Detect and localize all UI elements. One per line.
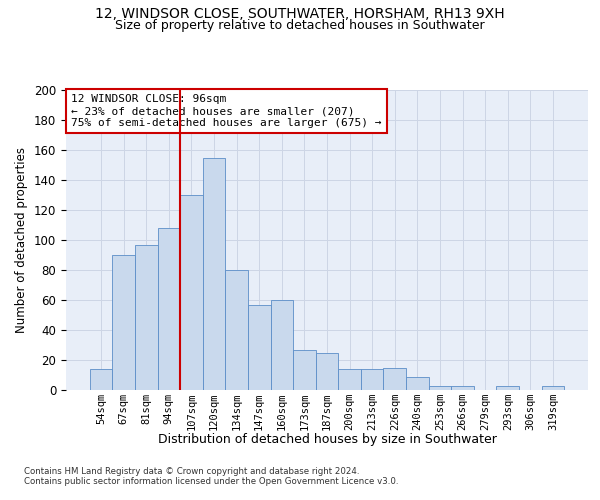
Text: Contains HM Land Registry data © Crown copyright and database right 2024.: Contains HM Land Registry data © Crown c… [24, 467, 359, 476]
Bar [90, 369, 112, 390]
Bar [383, 368, 406, 390]
Bar [338, 369, 361, 390]
Text: Distribution of detached houses by size in Southwater: Distribution of detached houses by size … [158, 432, 496, 446]
Text: 12 WINDSOR CLOSE: 96sqm
← 23% of detached houses are smaller (207)
75% of semi-d: 12 WINDSOR CLOSE: 96sqm ← 23% of detache… [71, 94, 382, 128]
Y-axis label: Number of detached properties: Number of detached properties [16, 147, 28, 333]
Bar [112, 255, 135, 390]
Text: 12, WINDSOR CLOSE, SOUTHWATER, HORSHAM, RH13 9XH: 12, WINDSOR CLOSE, SOUTHWATER, HORSHAM, … [95, 8, 505, 22]
Bar [496, 386, 519, 390]
Bar [406, 376, 428, 390]
Bar [158, 228, 180, 390]
Bar [248, 304, 271, 390]
Bar [451, 386, 474, 390]
Bar [316, 352, 338, 390]
Bar [226, 270, 248, 390]
Bar [271, 300, 293, 390]
Bar [428, 386, 451, 390]
Bar [293, 350, 316, 390]
Text: Contains public sector information licensed under the Open Government Licence v3: Contains public sector information licen… [24, 477, 398, 486]
Bar [135, 244, 158, 390]
Bar [361, 369, 383, 390]
Bar [542, 386, 564, 390]
Text: Size of property relative to detached houses in Southwater: Size of property relative to detached ho… [115, 18, 485, 32]
Bar [180, 195, 203, 390]
Bar [203, 158, 226, 390]
